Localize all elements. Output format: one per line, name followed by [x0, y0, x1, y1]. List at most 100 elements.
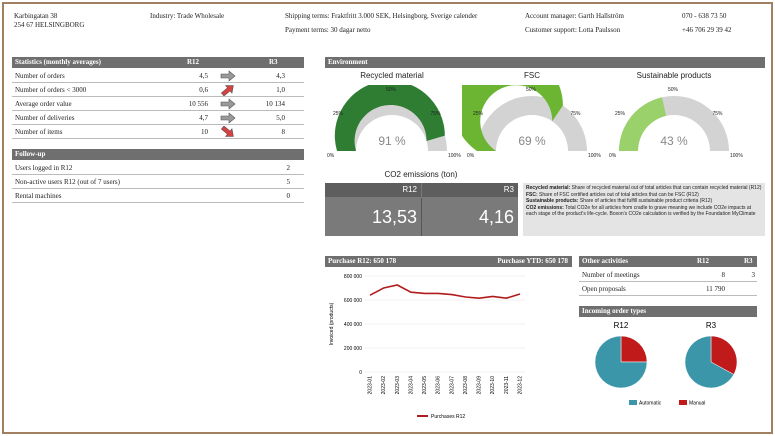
statistics-row: Number of orders 4,5 4,3	[12, 69, 304, 83]
incoming-title: Incoming order types	[582, 307, 647, 315]
y-tick-label: 200 000	[344, 346, 362, 352]
followup-row-label: Rental machines	[15, 192, 62, 200]
x-tick-label: 2023-12	[518, 376, 524, 395]
other-row-r12: 8	[721, 271, 726, 279]
gauge-title: FSC	[524, 71, 540, 80]
gauge-tick-label: 100%	[448, 153, 461, 159]
gauge-fill	[334, 85, 445, 151]
statistics-row-label: Number of deliveries	[15, 114, 75, 122]
statistics-row: Average order value 10 556 10 134	[12, 97, 304, 111]
x-tick-label: 2023-03	[395, 376, 401, 395]
other-row-r3: 3	[751, 271, 756, 279]
pie-slice	[594, 335, 648, 389]
gauge-value: 69 %	[518, 134, 546, 148]
trend-arrow-icon	[220, 85, 234, 96]
note-item: FSC: Share of FSC certified articles out…	[526, 192, 762, 199]
other-row: Open proposals 11 790	[579, 282, 757, 296]
gauge-tick-label: 50%	[668, 87, 679, 93]
other-header: Other activities R12 R3	[579, 256, 757, 267]
statistics-col-r12: R12	[187, 58, 200, 66]
industry: Industry: Trade Wholesale	[150, 12, 225, 20]
environment-title: Environment	[328, 58, 368, 66]
trend-arrow-icon	[220, 126, 234, 137]
followup-row: Rental machines 0	[12, 189, 304, 203]
followup-row-value: 2	[286, 164, 291, 172]
legend-swatch	[679, 400, 687, 405]
gauge-value: 91 %	[378, 134, 406, 148]
statistics-row-r3: 4,3	[276, 72, 285, 80]
statistics-row-r3: 5,0	[276, 114, 285, 122]
phone-account-manager: 070 - 638 73 50	[682, 12, 727, 20]
statistics-row: Number of orders < 3000 0,6 1,0	[12, 83, 304, 97]
x-tick-label: 2023-04	[408, 376, 414, 395]
gauge-tick-label: 50%	[526, 87, 537, 93]
legend-label: Purchases R12	[431, 414, 465, 420]
statistics-row: Number of items 10 8	[12, 125, 304, 139]
phone-customer-support: +46 706 29 39 42	[682, 26, 732, 34]
y-tick-label: 400 000	[344, 322, 362, 328]
y-tick-label: 600 000	[344, 298, 362, 304]
statistics-row-label: Number of orders	[15, 72, 65, 80]
other-row: Number of meetings 8 3	[579, 268, 757, 282]
followup-row-value: 0	[286, 192, 291, 200]
y-axis-label: Invoiced (products)	[329, 302, 335, 345]
gauge-fill	[462, 85, 563, 151]
co2-value-r12: 13,53	[371, 207, 417, 227]
pie-slice	[684, 335, 735, 389]
other-row-label: Open proposals	[582, 285, 626, 293]
other-col-r3: R3	[744, 257, 753, 265]
co2-col-r12: R12	[325, 183, 421, 197]
note-term: FSC:	[526, 191, 538, 198]
statistics-row-r12: 10 556	[188, 100, 208, 108]
statistics-header: Statistics (monthly averages) R12 R3	[12, 57, 304, 68]
note-item: Sustainable products: Share of articles …	[526, 198, 762, 205]
gauge-tick-label: 100%	[730, 153, 743, 159]
other-row-label: Number of meetings	[582, 271, 640, 279]
statistics-row-r3: 1,0	[276, 86, 285, 94]
statistics-row-r3: 8	[281, 128, 286, 136]
x-tick-label: 2023-10	[490, 376, 496, 395]
other-title: Other activities	[582, 257, 628, 265]
pie-title: R12	[614, 321, 629, 330]
note-text: Total CO2e for all articles from cradle …	[526, 204, 756, 218]
followup-row-value: 5	[286, 178, 291, 186]
environment-notes: Recycled material: Share of recycled mat…	[523, 183, 765, 236]
x-tick-label: 2023-06	[436, 376, 442, 395]
statistics-row-label: Number of items	[15, 128, 63, 136]
gauge-tick-label: 0%	[609, 153, 617, 159]
note-item: CO2 emissions: Total CO2e for all articl…	[526, 205, 762, 218]
purchase-line-chart: 800 000 600 000 400 000 200 000 0 Invoiced (p…	[329, 274, 525, 420]
x-tick-label: 2023-05	[422, 376, 428, 395]
other-row-r12: 11 790	[706, 285, 725, 293]
statistics-row-label: Average order value	[15, 100, 72, 108]
co2-box: R12 R3 13,53 4,16	[325, 183, 518, 236]
statistics-row-r3: 10 134	[265, 100, 285, 108]
gauge-tick-label: 0%	[327, 153, 335, 159]
statistics-row-r12: 4,7	[199, 114, 208, 122]
gauge: 43 %	[619, 96, 729, 151]
legend-label: Manual	[689, 401, 705, 407]
gauge: 91 %	[334, 85, 447, 151]
statistics-title: Statistics (monthly averages)	[15, 58, 101, 66]
x-tick-label: 2023-08	[463, 376, 469, 395]
gauge-tick-label: 75%	[570, 111, 581, 118]
followup-row: Users logged in R12 2	[12, 161, 304, 175]
other-col-r12: R12	[697, 257, 710, 265]
gauge-title: Sustainable products	[636, 71, 712, 80]
note-term: Sustainable products:	[526, 198, 579, 204]
followup-title: Follow-up	[15, 150, 46, 158]
followup-header: Follow-up	[12, 149, 304, 160]
gauge-tick-label: 75%	[430, 111, 441, 118]
purchase-r12: Purchase R12: 650 178	[328, 257, 397, 265]
followup-row: Non-active users R12 (out of 7 users) 5	[12, 175, 304, 189]
gauge-value: 43 %	[660, 134, 688, 148]
purchase-header: Purchase R12: 650 178 Purchase YTD: 650 …	[325, 256, 572, 267]
purchase-ytd: Purchase YTD: 650 178	[497, 257, 568, 265]
x-tick-label: 2023-01	[368, 376, 374, 395]
note-term: Recycled material:	[526, 185, 571, 191]
gauge-tick-label: 25%	[615, 111, 626, 118]
legend-label: Automatic	[639, 401, 662, 407]
x-tick-label: 2023-07	[449, 376, 455, 395]
series-line	[369, 284, 521, 300]
x-tick-label: 2023-11	[504, 376, 510, 394]
